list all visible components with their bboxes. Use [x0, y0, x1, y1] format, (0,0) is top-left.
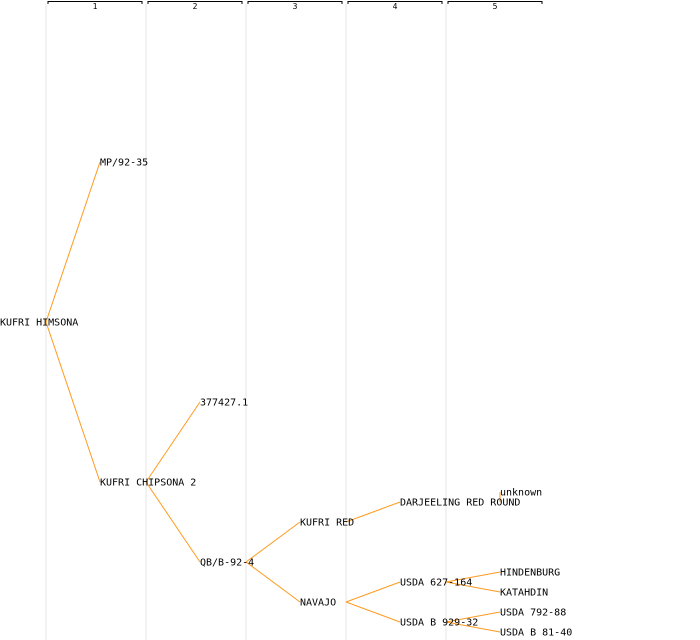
pedigree-node-label[interactable]: USDA 792-88	[500, 608, 566, 619]
generation-number: 2	[193, 2, 198, 11]
pedigree-edge	[45, 161, 101, 323]
generation-number: 1	[93, 2, 98, 11]
pedigree-node-label[interactable]: USDA 627-164	[400, 578, 472, 589]
generation-number: 5	[493, 2, 498, 11]
generation-bracket	[47, 1, 143, 4]
pedigree-node-label[interactable]: 377427.1	[200, 398, 248, 409]
pedigree-edge	[445, 621, 501, 633]
pedigree-edge	[345, 601, 401, 623]
pedigree-node-label[interactable]: QB/B-92-4	[200, 558, 254, 569]
generation-grid	[45, 4, 447, 640]
generation-bracket	[147, 1, 243, 4]
pedigree-labels: KUFRI HIMSONA MP/92-35 KUFRI CHIPSONA 2 377…	[0, 158, 572, 639]
pedigree-edge	[345, 501, 401, 523]
generation-number: 4	[393, 2, 398, 11]
pedigree-node-label[interactable]: HINDENBURG	[500, 568, 560, 579]
pedigree-node-label[interactable]: KUFRI HIMSONA	[0, 318, 78, 329]
generation-number: 3	[293, 2, 298, 11]
pedigree-node-label[interactable]: KUFRI CHIPSONA 2	[100, 478, 196, 489]
pedigree-edge	[245, 561, 301, 603]
pedigree-edge	[445, 571, 501, 583]
pedigree-node-label[interactable]: MP/92-35	[100, 158, 148, 169]
pedigree-node-label[interactable]: NAVAJO	[300, 598, 336, 609]
pedigree-edges	[45, 161, 501, 633]
pedigree-edge	[445, 581, 501, 593]
pedigree-node-label[interactable]: KUFRI RED	[300, 518, 354, 529]
pedigree-node-label[interactable]: USDA B 81-40	[500, 628, 572, 639]
pedigree-node-label[interactable]: DARJEELING RED ROUND	[400, 498, 520, 509]
generation-bracket	[247, 1, 343, 4]
generation-bracket	[347, 1, 443, 4]
pedigree-edge	[45, 321, 101, 483]
pedigree-edge	[145, 401, 201, 483]
pedigree-edge	[345, 581, 401, 603]
pedigree-node-label[interactable]: KATAHDIN	[500, 588, 548, 599]
pedigree-edge	[145, 481, 201, 563]
generation-header: 1 2 3 4 5	[47, 1, 543, 11]
generation-bracket	[447, 1, 543, 4]
pedigree-edge	[445, 611, 501, 623]
pedigree-node-label[interactable]: unknown	[500, 488, 542, 499]
pedigree-node-label[interactable]: USDA B 929-32	[400, 618, 478, 629]
pedigree-edge	[245, 521, 301, 563]
